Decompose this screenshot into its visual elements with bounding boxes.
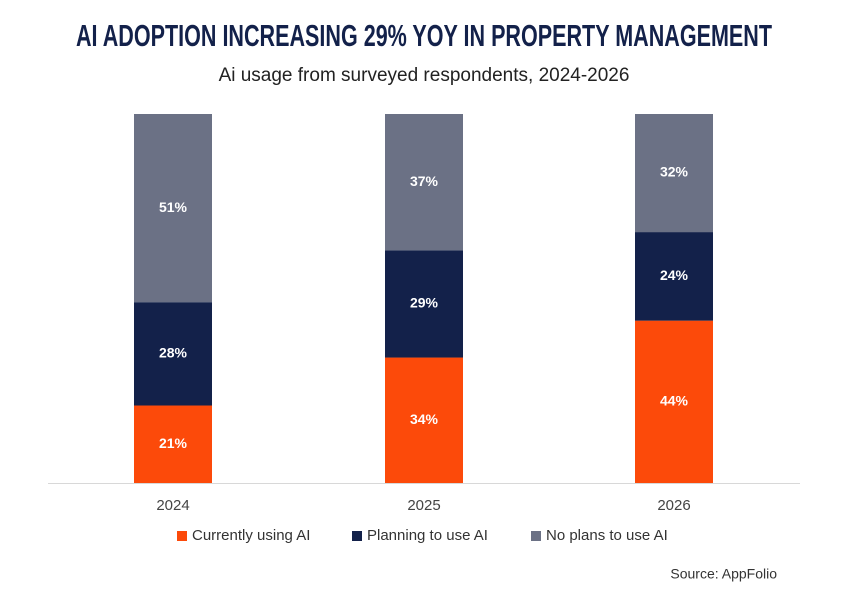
bar-segment <box>635 114 713 233</box>
legend-label: Planning to use AI <box>367 527 488 544</box>
data-label: 24% <box>660 267 689 283</box>
bar-segment <box>385 250 463 358</box>
bar-segment <box>134 405 212 483</box>
data-label: 37% <box>410 173 439 189</box>
bar-segment <box>134 302 212 406</box>
data-label: 51% <box>159 199 188 215</box>
data-label: 34% <box>410 411 439 427</box>
legend-swatch <box>531 531 541 541</box>
data-label: 32% <box>660 164 689 180</box>
x-tick-label: 2026 <box>657 497 690 514</box>
data-label: 28% <box>159 345 188 361</box>
legend-label: No plans to use AI <box>546 527 668 544</box>
bar-segment <box>134 114 212 303</box>
data-label: 21% <box>159 435 188 451</box>
bar-segment <box>385 357 463 483</box>
x-tick-label: 2024 <box>156 497 189 514</box>
source-note: Source: AppFolio <box>670 566 777 582</box>
legend-swatch <box>352 531 362 541</box>
chart-subtitle: Ai usage from surveyed respondents, 2024… <box>219 65 630 86</box>
chart-title: AI ADOPTION INCREASING 29% YOY IN PROPER… <box>76 18 772 53</box>
x-tick-label: 2025 <box>407 497 440 514</box>
data-label: 29% <box>410 295 439 311</box>
data-label: 44% <box>660 393 689 409</box>
bar-segment <box>635 232 713 321</box>
bar-segment <box>635 320 713 483</box>
legend-swatch <box>177 531 187 541</box>
bar-segment <box>385 114 463 251</box>
legend-label: Currently using AI <box>192 527 310 544</box>
